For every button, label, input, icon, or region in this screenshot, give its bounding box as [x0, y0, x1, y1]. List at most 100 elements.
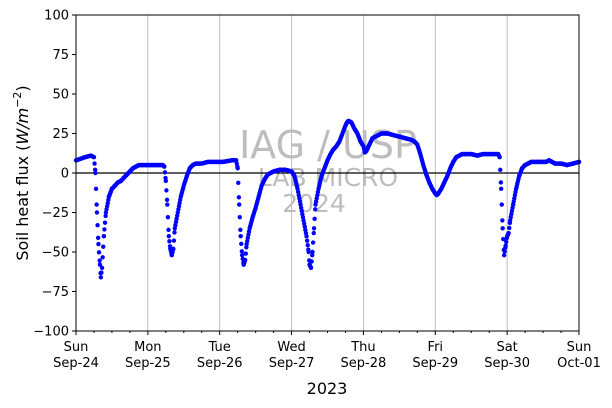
- x-tick-label-day: Mon: [134, 340, 161, 355]
- data-point: [239, 252, 245, 258]
- data-point: [312, 216, 317, 222]
- data-point: [165, 215, 171, 220]
- data-point: [500, 218, 505, 223]
- data-point: [97, 258, 102, 263]
- data-point: [239, 241, 244, 246]
- data-point: [507, 225, 512, 231]
- data-point: [162, 170, 168, 175]
- x-tick-label-date: Oct-01: [557, 356, 601, 371]
- data-point: [100, 255, 105, 260]
- data-point: [165, 202, 170, 207]
- x-tick-label-date: Sep-25: [125, 356, 171, 371]
- data-point: [306, 249, 311, 255]
- data-point: [310, 252, 315, 258]
- data-point: [98, 275, 104, 280]
- data-point: [102, 227, 107, 232]
- data-point: [171, 246, 176, 252]
- x-tick-label-day: Fri: [428, 340, 444, 355]
- data-point: [498, 186, 504, 191]
- x-tick-label-date: Sep-27: [269, 356, 315, 371]
- data-point: [95, 222, 100, 228]
- y-axis: −100 −75 −50 −25 0 25 50 75 100: [33, 9, 76, 340]
- data-point: [172, 230, 177, 235]
- x-tick-label-date: Sep-30: [484, 356, 530, 371]
- x-tick-label-day: Sun: [567, 340, 592, 355]
- y-tick-label: 50: [52, 88, 69, 103]
- data-point: [236, 202, 242, 207]
- data-series-points: [73, 118, 582, 280]
- data-point: [235, 166, 240, 171]
- data-point: [304, 238, 310, 243]
- data-point: [95, 235, 101, 240]
- data-point: [310, 240, 316, 245]
- data-point: [304, 234, 309, 239]
- data-point: [96, 250, 102, 255]
- data-point: [239, 249, 245, 254]
- data-point: [506, 230, 511, 236]
- data-point: [97, 262, 103, 267]
- data-point: [311, 226, 317, 231]
- watermark-line2: LAB MICRO: [258, 163, 398, 192]
- x-tick-label-date: Sep-26: [197, 356, 243, 371]
- data-point: [91, 155, 97, 160]
- data-point: [94, 210, 100, 215]
- data-point: [242, 257, 248, 263]
- x-axis-label: 2023: [307, 379, 348, 398]
- data-point: [96, 241, 101, 247]
- y-tick-label: −75: [42, 285, 69, 300]
- data-point: [236, 195, 242, 200]
- data-point: [243, 251, 248, 256]
- data-point: [308, 265, 314, 270]
- y-axis-label-exponent: −2: [11, 92, 24, 108]
- data-point: [236, 180, 241, 185]
- data-point: [102, 220, 108, 225]
- data-point: [93, 186, 99, 191]
- x-tick-label-day: Sat: [496, 340, 517, 355]
- x-tick-label-date: Sep-28: [341, 356, 387, 371]
- y-tick-label: −100: [33, 325, 69, 340]
- x-tick-label-day: Sun: [64, 340, 89, 355]
- data-point: [166, 234, 172, 239]
- data-point: [166, 227, 171, 233]
- data-point: [163, 178, 169, 184]
- y-tick-label: 25: [52, 127, 69, 142]
- y-tick-label: 75: [52, 48, 69, 63]
- data-point: [103, 213, 108, 219]
- y-axis-label-unit: W/m: [13, 108, 32, 145]
- data-point: [498, 180, 504, 185]
- data-point: [167, 239, 172, 244]
- data-point: [313, 207, 318, 212]
- data-point: [238, 227, 243, 233]
- x-axis: SunSep-24MonSep-25TueSep-26WedSep-27ThuS…: [53, 331, 601, 371]
- data-point: [99, 270, 104, 275]
- data-point: [164, 188, 169, 193]
- data-point: [309, 259, 314, 264]
- x-tick-label-date: Sep-24: [53, 356, 99, 371]
- y-tick-label: −50: [42, 246, 69, 261]
- data-point: [92, 161, 97, 166]
- data-point: [501, 252, 507, 258]
- y-tick-label: 0: [61, 167, 69, 182]
- data-point: [501, 236, 506, 242]
- y-tick-label: −25: [42, 206, 69, 221]
- data-point: [162, 164, 167, 169]
- data-point: [238, 234, 243, 239]
- y-tick-label: 100: [44, 9, 69, 24]
- data-point: [499, 202, 504, 207]
- x-tick-label-day: Wed: [277, 340, 305, 355]
- data-point: [311, 230, 316, 236]
- y-axis-label-suffix: ): [13, 85, 32, 91]
- data-point: [94, 202, 99, 207]
- data-point: [237, 215, 242, 220]
- x-tick-label-day: Tue: [208, 340, 231, 355]
- x-tick-label-day: Thu: [350, 340, 375, 355]
- data-point: [101, 244, 106, 249]
- data-point: [502, 249, 507, 254]
- data-point: [92, 167, 98, 173]
- data-point: [500, 226, 505, 231]
- x-tick-label-date: Sep-29: [412, 356, 458, 371]
- data-point: [504, 239, 509, 245]
- data-point: [497, 155, 502, 160]
- data-point: [503, 243, 508, 248]
- data-point: [93, 170, 98, 176]
